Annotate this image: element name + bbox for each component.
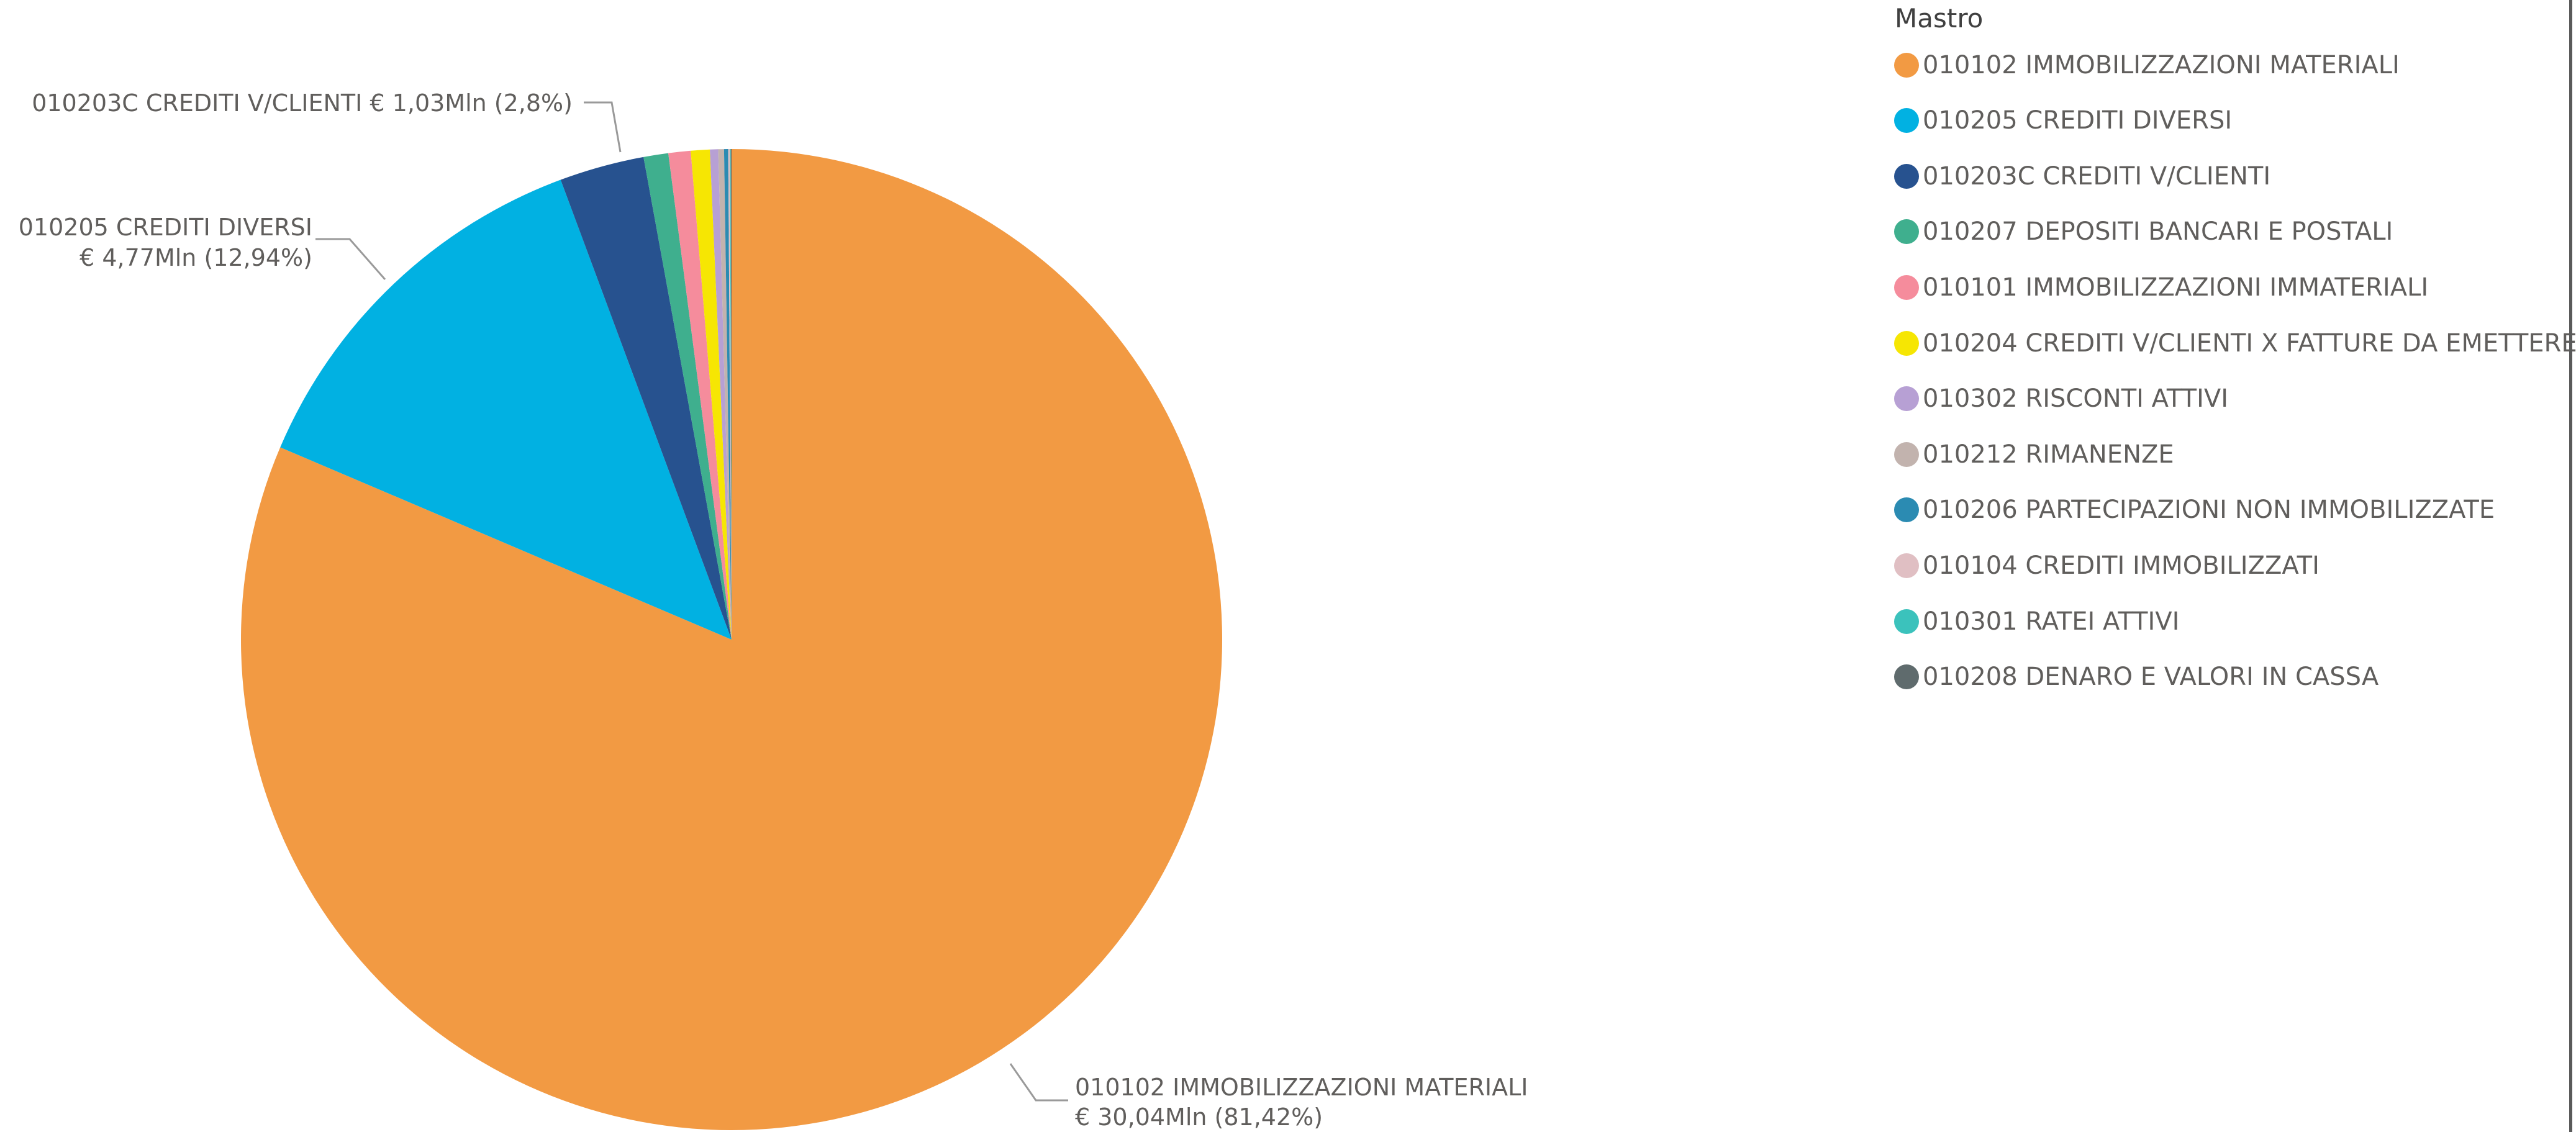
leader-line-crediti-v-clienti <box>584 101 622 153</box>
legend-label: 010207 DEPOSITI BANCARI E POSTALI <box>1923 217 2393 247</box>
legend-item-010101[interactable]: 010101 IMMOBILIZZAZIONI IMMATERIALI <box>1894 260 2428 315</box>
legend-label: 010212 RIMANENZE <box>1923 440 2174 469</box>
legend-marker <box>1894 553 1919 578</box>
legend-marker <box>1894 386 1919 412</box>
legend-item-010212[interactable]: 010212 RIMANENZE <box>1894 427 2174 482</box>
legend-item-010301[interactable]: 010301 RATEI ATTIVI <box>1894 594 2179 649</box>
pie-slice-010207[interactable] <box>643 153 732 640</box>
legend-item-010206[interactable]: 010206 PARTECIPAZIONI NON IMMOBILIZZATE <box>1894 482 2495 538</box>
pie-slice-010302[interactable] <box>710 149 732 640</box>
legend-label: 010206 PARTECIPAZIONI NON IMMOBILIZZATE <box>1923 496 2495 525</box>
legend-item-010204[interactable]: 010204 CREDITI V/CLIENTI X FATTURE DA EM… <box>1894 315 2576 371</box>
legend-item-010207[interactable]: 010207 DEPOSITI BANCARI E POSTALI <box>1894 204 2393 260</box>
pie-slice-010208[interactable] <box>730 148 732 640</box>
legend-marker <box>1894 609 1919 634</box>
legend-marker <box>1894 330 1919 356</box>
legend-item-010102[interactable]: 010102 IMMOBILIZZAZIONI MATERIALI <box>1894 37 2400 93</box>
data-label-crediti-v-clienti: 010203C CREDITI V/CLIENTI € 1,03Mln (2,8… <box>32 89 573 117</box>
legend-marker <box>1894 274 1919 300</box>
pie-slice-010212[interactable] <box>718 149 732 640</box>
leader-line-crediti-diversi <box>315 238 386 280</box>
legend-marker <box>1894 163 1919 189</box>
legend-label: 010205 CREDITI DIVERSI <box>1923 106 2233 135</box>
data-labels: 010203C CREDITI V/CLIENTI € 1,03Mln (2,8… <box>19 89 1528 1131</box>
legend-marker <box>1894 219 1919 245</box>
pie-slice-010102[interactable] <box>241 149 1223 1131</box>
legend-marker <box>1894 441 1919 467</box>
legend-item-010302[interactable]: 010302 RISCONTI ATTIVI <box>1894 371 2228 427</box>
data-label-crediti-diversi-value: € 4,77Mln (12,94%) <box>79 244 312 271</box>
data-label-immobilizzazioni-materiali-value: € 30,04Mln (81,42%) <box>1075 1103 1323 1131</box>
pie-slice-010203c[interactable] <box>560 156 732 640</box>
pie-slice-010101[interactable] <box>668 150 732 640</box>
legend-label: 010301 RATEI ATTIVI <box>1923 607 2180 636</box>
legend-label: 010208 DENARO E VALORI IN CASSA <box>1923 663 2379 692</box>
legend-label: 010204 CREDITI V/CLIENTI X FATTURE DA EM… <box>1923 328 2576 358</box>
legend-marker <box>1894 108 1919 134</box>
pie-slice-010301[interactable] <box>730 148 732 640</box>
pie-slice-010204[interactable] <box>691 149 732 640</box>
legend-label: 010102 IMMOBILIZZAZIONI MATERIALI <box>1923 50 2400 79</box>
data-label-immobilizzazioni-materiali-name: 010102 IMMOBILIZZAZIONI MATERIALI <box>1075 1074 1528 1101</box>
frame-border <box>2569 0 2572 1132</box>
leader-line-immobilizzazioni-materiali <box>1009 1063 1068 1102</box>
pie-slice-010104[interactable] <box>728 149 732 640</box>
pie-slice-010205[interactable] <box>280 179 732 640</box>
legend-label: 010203C CREDITI V/CLIENTI <box>1923 161 2271 191</box>
legend-marker <box>1894 497 1919 523</box>
legend-label: 010302 RISCONTI ATTIVI <box>1923 384 2229 414</box>
legend-item-010203c[interactable]: 010203C CREDITI V/CLIENTI <box>1894 148 2270 204</box>
legend-item-010208[interactable]: 010208 DENARO E VALORI IN CASSA <box>1894 650 2379 705</box>
pie-slice-010206[interactable] <box>723 149 732 640</box>
legend-marker <box>1894 52 1919 78</box>
legend-label: 010101 IMMOBILIZZAZIONI IMMATERIALI <box>1923 273 2429 302</box>
legend-title: Mastro <box>1895 3 1984 34</box>
data-label-crediti-diversi-name: 010205 CREDITI DIVERSI <box>19 214 312 241</box>
legend-label: 010104 CREDITI IMMOBILIZZATI <box>1923 551 2320 580</box>
legend-marker <box>1894 664 1919 690</box>
legend-item-010104[interactable]: 010104 CREDITI IMMOBILIZZATI <box>1894 538 2320 593</box>
legend-item-010205[interactable]: 010205 CREDITI DIVERSI <box>1894 93 2232 148</box>
pie-slices <box>241 148 1223 1131</box>
